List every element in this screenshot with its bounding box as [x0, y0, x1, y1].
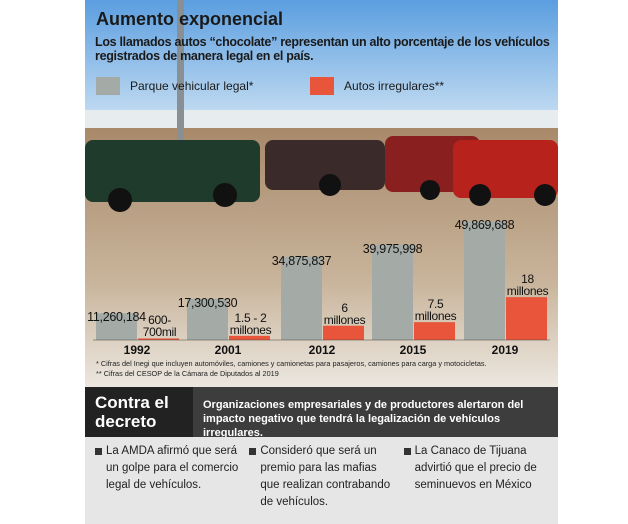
value-label-box: 17,300,530	[177, 295, 238, 309]
chart: Aumento exponencial Los llamados autos “…	[85, 0, 558, 387]
value-label-box: 11,260,184	[87, 310, 146, 324]
x-tick-label: 2019	[492, 343, 519, 357]
value-label: 49,869,688	[454, 218, 515, 232]
legend-label: Parque vehicular legal*	[130, 79, 254, 93]
x-tick-label: 2001	[215, 343, 242, 357]
value-label: 1.5 - 2 millones	[229, 310, 272, 336]
bar	[187, 298, 228, 340]
bullet-list: La AMDA afirmó que será un golpe para el…	[85, 437, 558, 524]
footnote: ** Cifras del CESOP de la Cámara de Dipu…	[96, 369, 279, 378]
bar	[372, 244, 413, 340]
value-label: 7.5 millones	[414, 297, 457, 323]
cars	[85, 136, 558, 212]
value-label: 600-700mil	[142, 313, 177, 339]
bar	[229, 335, 270, 340]
chart-title: Aumento exponencial	[96, 9, 283, 29]
value-label: 6 millones	[323, 300, 366, 326]
chart-subtitle: Los llamados autos “chocolate” represent…	[95, 35, 550, 63]
value-label: 17,300,530	[177, 295, 238, 309]
bar	[281, 256, 322, 340]
value-label-box: 6 millones	[323, 300, 366, 326]
bar	[464, 221, 505, 340]
value-label: 11,260,184	[87, 310, 146, 324]
bar	[138, 338, 179, 340]
value-label: 18 millones	[506, 272, 549, 298]
bar	[506, 297, 547, 340]
value-label: 34,875,837	[271, 253, 332, 267]
bullet: La AMDA afirmó que será un golpe para el…	[95, 443, 241, 494]
notes: La AMDA afirmó que será un golpe para el…	[85, 437, 558, 524]
bar	[323, 325, 364, 340]
value-label-box: 34,875,837	[271, 253, 332, 267]
section-intro: Organizaciones empresariales y de produc…	[203, 399, 524, 439]
value-label-box: 49,869,688	[454, 218, 515, 232]
infographic: Aumento exponencial Los llamados autos “…	[85, 0, 558, 524]
value-label: 39,975,998	[362, 241, 423, 255]
subtitle-box: Los llamados autos “chocolate” represent…	[95, 35, 550, 63]
footnote: * Cifras del Inegi que incluyen automóvi…	[96, 359, 487, 368]
value-label-box: 600-700mil	[142, 313, 177, 339]
legend-swatch	[310, 77, 334, 95]
x-tick-label: 2012	[309, 343, 336, 357]
bar	[96, 313, 137, 340]
sky	[85, 0, 558, 130]
x-tick-label: 1992	[124, 343, 151, 357]
legend-label: Autos irregulares**	[344, 79, 444, 93]
bullet: La Canaco de Tijuana advirtió que el pre…	[403, 443, 558, 524]
value-label-box: 18 millones	[506, 272, 549, 298]
section-title: Contra el decreto	[85, 387, 193, 437]
value-label-box: 39,975,998	[362, 241, 423, 255]
x-tick-label: 2015	[400, 343, 427, 357]
value-label-box: 1.5 - 2 millones	[229, 310, 272, 336]
bullet: Consideró que será un premio para las ma…	[249, 443, 395, 511]
section-band: Contra el decreto Organizaciones empresa…	[85, 387, 558, 439]
pole	[177, 0, 184, 140]
legend-swatch	[96, 77, 120, 95]
value-label-box: 7.5 millones	[414, 297, 457, 323]
bar	[414, 322, 455, 340]
